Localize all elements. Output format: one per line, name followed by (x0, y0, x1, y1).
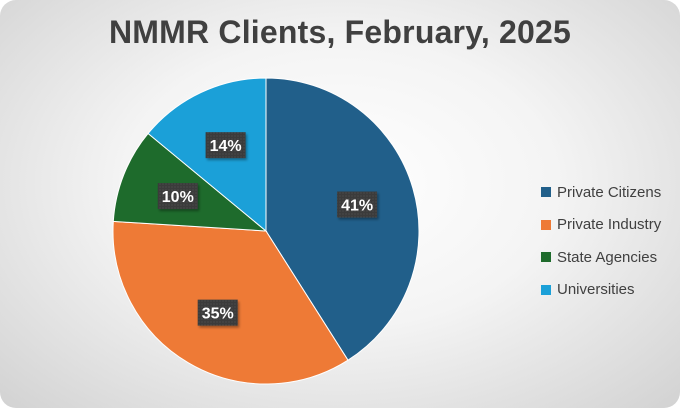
data-label-box (157, 183, 198, 210)
legend-swatch (541, 252, 551, 263)
data-label-private-citizens: 41% (337, 191, 378, 218)
pie-slice-private-citizens (265, 77, 420, 361)
legend-item-private-citizens: Private Citizens (541, 176, 661, 209)
legend: Private Citizens Private Industry State Ag… (541, 176, 661, 306)
pie-slice-state-agencies (112, 132, 268, 232)
legend-swatch (541, 219, 551, 230)
data-label-box (197, 299, 238, 326)
data-label-text: 41% (341, 198, 373, 215)
legend-label: Private Industry (557, 216, 662, 234)
pie-slices (112, 77, 420, 385)
legend-item-state-agencies: State Agencies (541, 241, 661, 274)
legend-item-universities: Universities (541, 274, 661, 307)
legend-swatch (541, 187, 551, 198)
legend-label: State Agencies (557, 248, 658, 266)
legend-item-private-industry: Private Industry (541, 209, 661, 242)
data-label-private-industry: 35% (197, 299, 238, 326)
data-label-box (205, 132, 246, 159)
data-label-state-agencies: 10% (157, 183, 198, 210)
legend-label: Universities (557, 281, 635, 299)
data-label-text: 14% (210, 138, 242, 155)
pie-data-labels: 41% 35% 10% 14% (157, 132, 378, 326)
chart-title: NMMR Clients, February, 2025 (108, 14, 572, 50)
legend-label: Private Citizens (557, 183, 662, 201)
legend-swatch (541, 284, 551, 295)
data-label-text: 10% (162, 189, 194, 206)
data-label-box (337, 191, 378, 218)
data-label-universities: 14% (205, 132, 246, 159)
data-label-text: 35% (202, 306, 234, 323)
